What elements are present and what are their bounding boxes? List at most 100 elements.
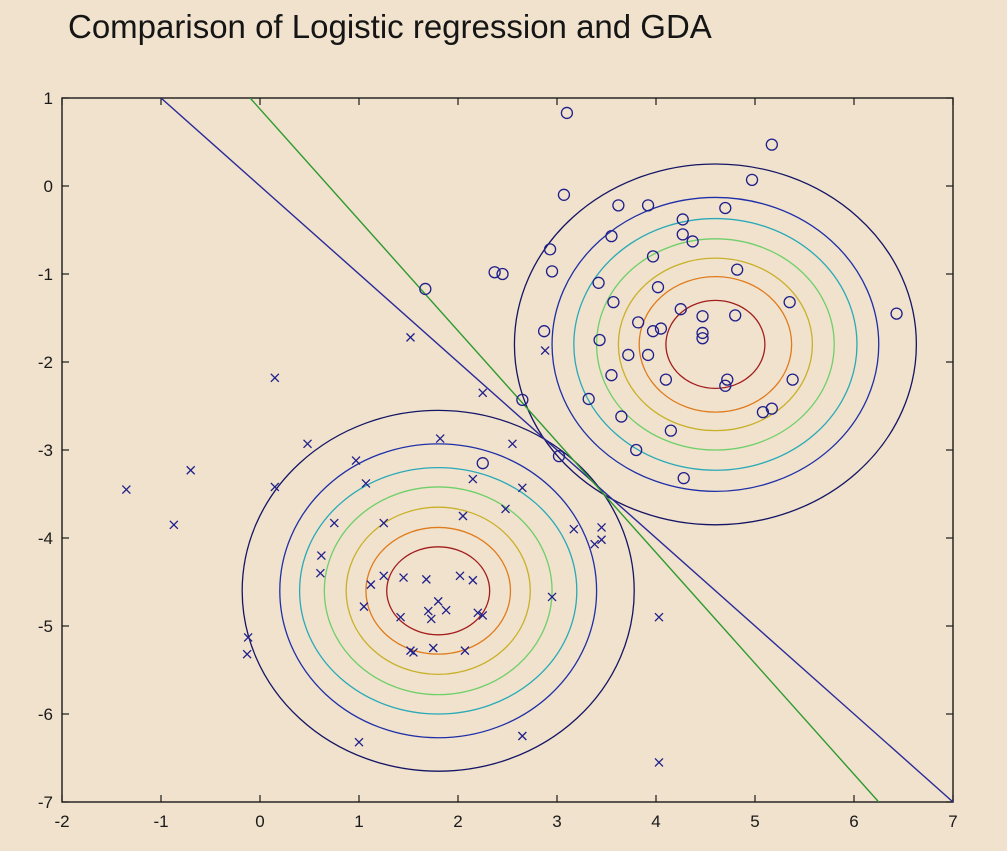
- o-marker: [516, 393, 529, 406]
- x-marker: [433, 596, 443, 606]
- o-marker: [890, 307, 903, 320]
- o-marker: [496, 267, 509, 281]
- x-marker: [121, 485, 131, 495]
- x-marker: [243, 632, 253, 642]
- o-marker: [622, 348, 635, 362]
- o-marker: [696, 332, 709, 345]
- o-marker: [756, 406, 770, 419]
- decision-boundaries: [160, 98, 953, 802]
- o-marker: [605, 230, 618, 243]
- x-marker-stroke: [547, 592, 557, 602]
- x-marker: [654, 612, 664, 622]
- x-marker-stroke: [590, 539, 600, 549]
- x-marker: [379, 571, 389, 581]
- o-marker: [630, 443, 643, 457]
- o-marker: [731, 263, 744, 276]
- x-marker-stroke: [435, 434, 445, 444]
- x-marker-stroke: [242, 649, 252, 659]
- o-marker: [641, 348, 655, 362]
- x-marker-stroke: [478, 388, 488, 398]
- x-tick-label: 6: [849, 812, 858, 831]
- o-marker: [686, 235, 699, 248]
- x-marker-stroke: [315, 568, 325, 578]
- o-marker: [543, 243, 557, 256]
- o-marker: [721, 373, 734, 386]
- x-marker: [428, 643, 438, 653]
- x-marker: [458, 511, 468, 521]
- x-marker: [468, 575, 478, 585]
- y-tick-label: -2: [38, 353, 53, 372]
- x-marker: [455, 571, 465, 581]
- contour-ring: [345, 506, 531, 676]
- o-marker: [651, 281, 665, 294]
- x-marker: [270, 482, 280, 492]
- o-marker: [646, 325, 660, 338]
- o-marker: [605, 369, 618, 382]
- x-tick-label: -2: [54, 812, 69, 831]
- x-marker: [408, 647, 418, 657]
- gaussian-contours: [241, 163, 918, 772]
- x-marker-stroke: [468, 575, 478, 585]
- x-marker-stroke: [428, 643, 438, 653]
- x-marker-stroke: [423, 606, 433, 616]
- x-marker: [396, 612, 406, 622]
- x-marker: [351, 456, 361, 466]
- contour-ring: [513, 163, 918, 526]
- x-marker: [316, 551, 326, 561]
- x-marker-stroke: [426, 614, 436, 624]
- x-marker: [421, 574, 431, 584]
- o-marker: [719, 379, 732, 392]
- x-tick-label: 2: [453, 812, 462, 831]
- axis-ticks: [61, 97, 954, 803]
- y-tick-labels: 1 0 -1 -2 -3 -4 -5 -6 -7: [38, 89, 53, 812]
- o-marker: [783, 296, 796, 309]
- contour-ring: [595, 238, 835, 451]
- x-marker: [654, 757, 664, 767]
- x-marker-stroke: [379, 571, 389, 581]
- x-tick-label: 4: [651, 812, 660, 831]
- o-marker: [641, 199, 655, 212]
- x-marker: [517, 483, 527, 493]
- x-marker-stroke: [399, 573, 409, 583]
- o-marker: [659, 373, 673, 386]
- o-marker: [557, 188, 571, 201]
- x-marker-stroke: [597, 522, 607, 532]
- y-tick-label: 1: [44, 89, 53, 108]
- x-marker: [303, 439, 312, 449]
- data-points: [121, 106, 903, 767]
- x-marker: [169, 520, 179, 530]
- y-tick-label: -4: [38, 529, 53, 548]
- o-marker: [676, 213, 689, 226]
- x-marker: [186, 465, 196, 475]
- o-marker: [745, 173, 759, 186]
- o-marker: [696, 310, 709, 323]
- x-marker: [361, 478, 371, 488]
- o-marker: [786, 373, 799, 386]
- contour-ring: [323, 486, 553, 696]
- x-marker-stroke: [303, 439, 312, 449]
- plot-frame: [61, 97, 954, 803]
- x-tick-label: 1: [354, 812, 363, 831]
- contour-ring: [638, 275, 793, 413]
- x-tick-label: 7: [948, 812, 957, 831]
- x-marker-stroke: [478, 610, 488, 620]
- x-marker: [435, 434, 445, 444]
- x-tick-labels: -2 -1 0 1 2 3 4 5 6 7: [54, 812, 957, 831]
- x-marker-stroke: [406, 332, 415, 342]
- x-marker: [507, 439, 517, 449]
- x-marker: [460, 646, 470, 656]
- x-marker-stroke: [441, 605, 451, 615]
- o-marker: [593, 333, 606, 347]
- x-marker-stroke: [186, 465, 196, 475]
- o-marker: [646, 250, 660, 263]
- o-marker: [615, 410, 628, 423]
- x-marker: [406, 332, 415, 342]
- x-marker: [569, 524, 579, 534]
- logistic-line: [160, 98, 953, 802]
- o-marker: [674, 303, 687, 316]
- x-marker: [597, 535, 607, 545]
- x-marker-stroke: [433, 596, 443, 606]
- o-marker: [537, 325, 551, 338]
- x-marker: [270, 373, 280, 383]
- x-marker-stroke: [468, 474, 478, 484]
